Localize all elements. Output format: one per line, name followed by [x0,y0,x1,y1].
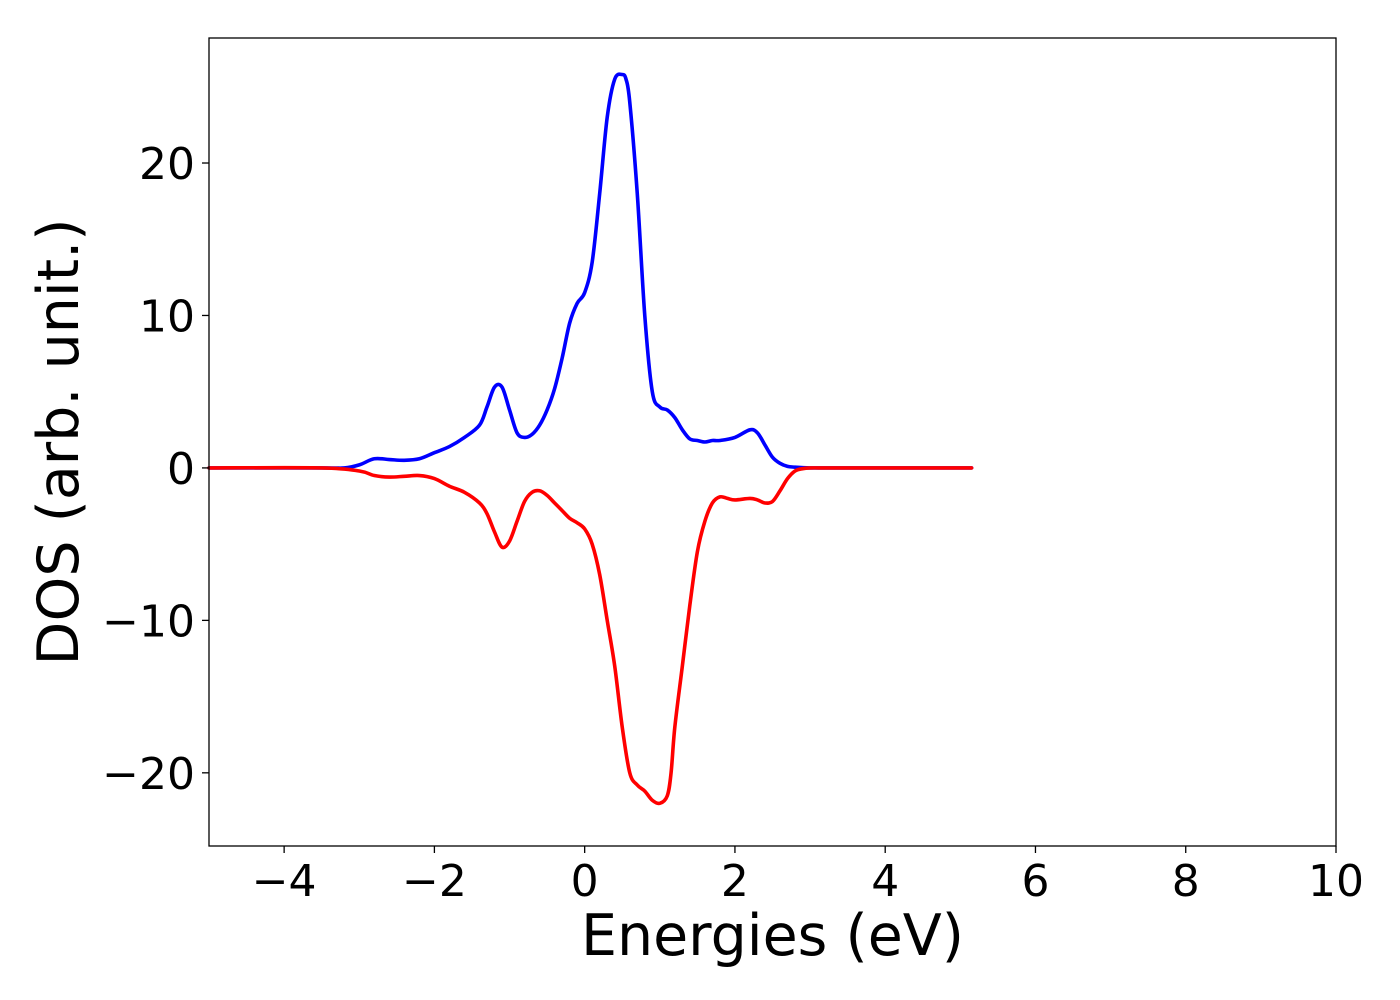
x-tick-label: 4 [871,856,899,907]
axes-frame [208,37,1337,847]
y-tick-label: 20 [139,139,195,190]
y-tick-label: −10 [102,596,195,647]
x-tick-label: 2 [721,856,749,907]
x-tick-label: 10 [1308,856,1364,907]
plot-area [207,72,974,806]
series-line-2 [207,465,974,806]
x-tick-label: 8 [1172,856,1200,907]
y-tick-label: −20 [102,749,195,800]
x-axis-label: Energies (eV) [581,903,964,969]
y-axis-label: DOS (arb. unit.) [26,219,92,666]
y-tick-label: 10 [139,291,195,342]
x-tick-label: −2 [402,856,467,907]
x-tick-label: 6 [1021,856,1049,907]
x-tick-label: −4 [252,856,317,907]
x-tick-label: 0 [571,856,599,907]
series-line-1 [207,72,974,470]
y-tick-label: 0 [167,444,195,495]
